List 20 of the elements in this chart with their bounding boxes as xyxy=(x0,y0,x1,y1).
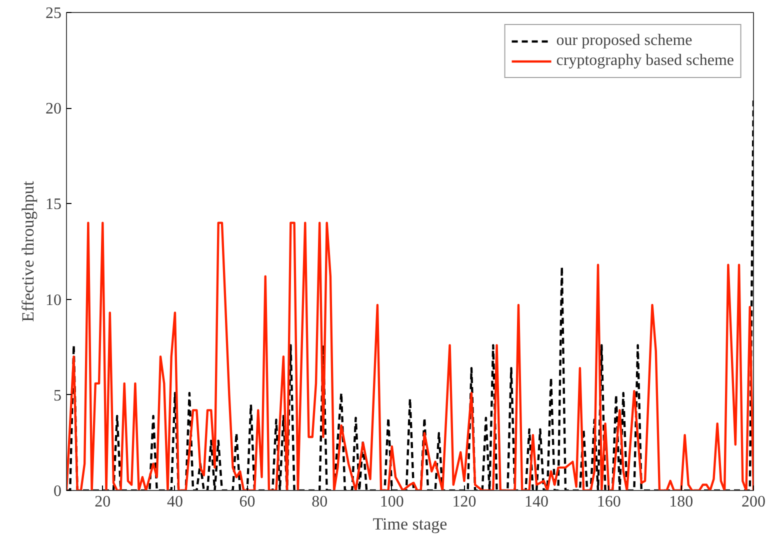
legend-label: our proposed scheme xyxy=(556,32,692,50)
x-tick-label: 160 xyxy=(596,494,621,510)
x-tick-label: 120 xyxy=(452,494,476,510)
x-tick-label: 100 xyxy=(380,494,404,510)
x-tick-label: 140 xyxy=(524,494,549,510)
x-tick-label: 180 xyxy=(669,494,694,510)
y-tick-label: 25 xyxy=(46,5,62,22)
x-tick-label: 20 xyxy=(94,494,111,510)
x-tick-label: 80 xyxy=(312,494,328,510)
x-tick-label: 60 xyxy=(239,494,256,510)
y-axis-title: Effective throughput xyxy=(18,180,38,322)
x-tick-label: 40 xyxy=(166,494,183,510)
y-tick-label: 0 xyxy=(54,483,62,500)
x-axis-title: Time stage xyxy=(372,514,448,534)
y-tick-label: 15 xyxy=(46,196,62,214)
legend-label: cryptography based scheme xyxy=(556,52,734,70)
x-tick-label: 200 xyxy=(742,494,766,510)
y-tick-label: 10 xyxy=(46,292,62,309)
y-tick-label: 5 xyxy=(54,387,62,404)
y-tick-label: 20 xyxy=(46,100,62,118)
